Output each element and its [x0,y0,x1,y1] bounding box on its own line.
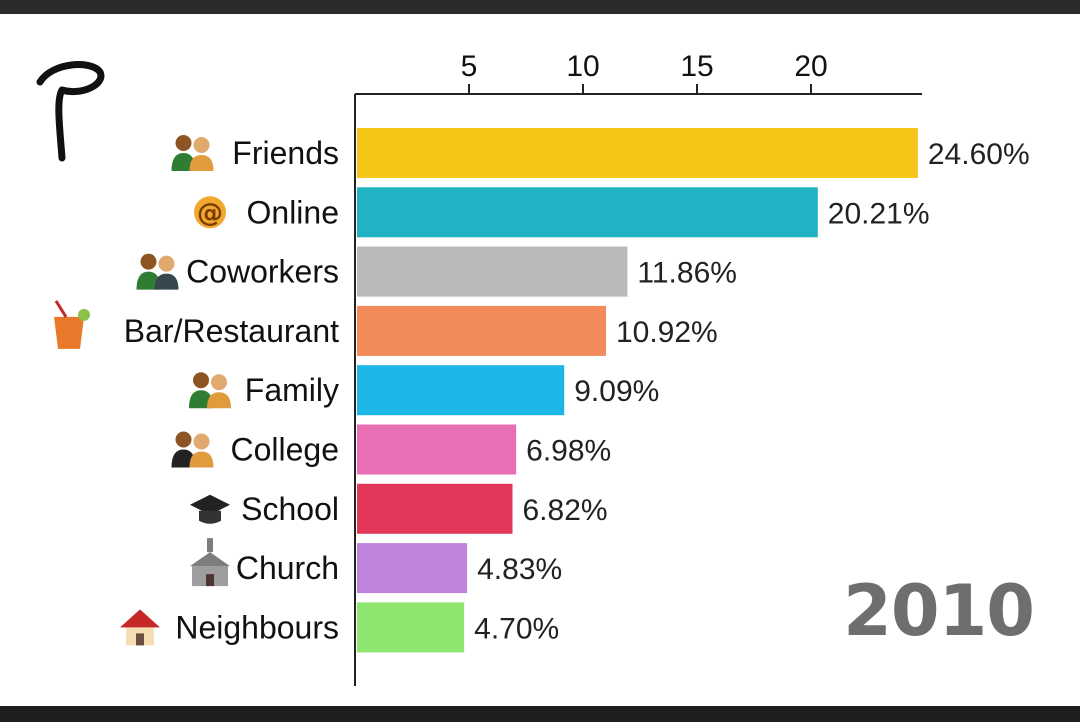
bar-value-label: 11.86% [637,257,737,290]
category-label: Bar/Restaurant [124,313,339,349]
x-tick-label: 10 [566,50,599,83]
svg-text:@: @ [197,198,223,228]
category-label: Family [245,372,339,408]
family-icon [189,372,231,409]
bar-value-label: 6.98% [526,435,611,468]
bar-value-label: 10.92% [616,316,718,349]
bar-bar-restaurant [357,305,606,356]
bar-coworkers [357,246,628,297]
bar-value-label: 6.82% [522,494,607,527]
bar-value-label: 9.09% [574,375,659,408]
bar-online [357,187,818,238]
x-tick-label: 20 [794,50,827,83]
bar-value-label: 24.60% [928,138,1030,171]
year-label: 2010 [843,570,1035,652]
graduation-cap-icon [190,494,230,524]
category-label: Church [236,550,339,586]
category-label: Coworkers [186,254,339,290]
house-icon [120,609,160,646]
x-tick-label: 5 [461,50,478,83]
bottom-bar [0,706,1080,722]
category-label: Online [247,194,340,230]
cocktail-icon [54,300,90,349]
bar-value-label: 4.83% [477,553,562,586]
x-tick-label: 15 [680,50,713,83]
graduate-icon [171,431,214,468]
bar-friends [357,128,918,178]
couple-icon [171,135,214,171]
handwritten-mark-icon [36,61,105,162]
category-label: School [241,491,339,527]
bar-value-label: 4.70% [474,612,559,645]
at-sign-icon: @ [194,196,226,229]
coworkers-icon [136,253,179,290]
category-label: Neighbours [175,609,339,645]
church-icon [190,538,230,587]
bar-chart: 5 10 15 20 24.60% Friends 20.21% Online @11.86% C… [54,50,1030,686]
bar-family [357,365,565,416]
bar-neighbours [357,602,465,653]
category-label: College [230,432,339,468]
category-label: Friends [232,135,339,171]
bar-college [357,424,517,475]
bar-school [357,483,513,534]
bar-value-label: 20.21% [828,197,930,230]
bar-church [357,543,468,594]
